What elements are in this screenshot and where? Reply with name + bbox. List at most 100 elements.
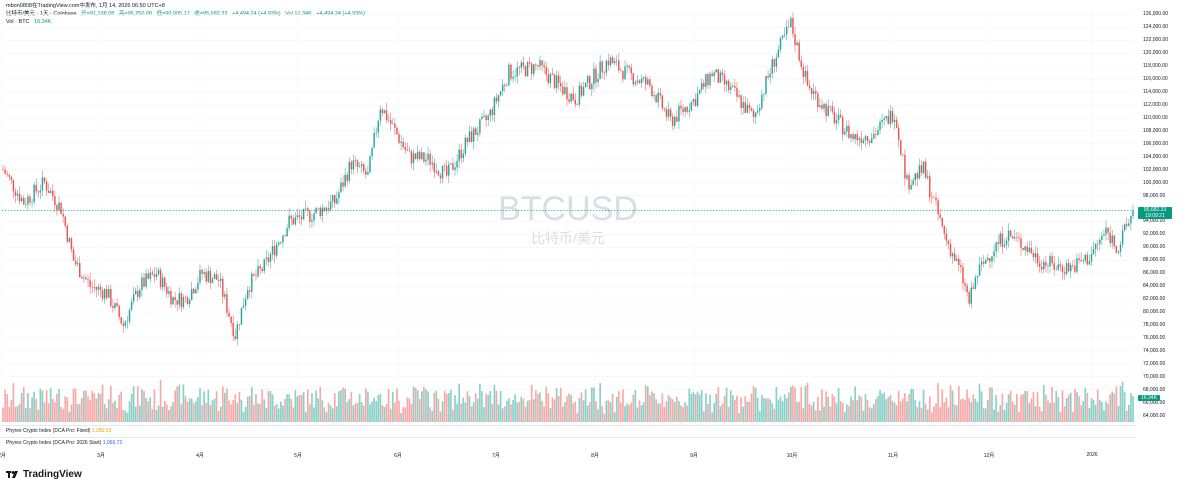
candle-body [392,123,394,125]
volume-bar [105,408,108,422]
candle-body [315,207,317,214]
volume-bar [887,396,890,422]
volume-bar [365,388,367,422]
volume-bar [810,405,813,422]
candle-body [195,289,197,294]
candle-body [804,70,807,77]
candle-body [1109,232,1111,244]
volume-bar [1094,404,1097,422]
indicator-2-label[interactable]: Phyrex Crypto Index (DCA Pro: 2026 Start… [6,440,102,446]
candle-body [1072,265,1074,266]
candle-body [678,105,680,122]
volume-bar [941,389,944,422]
volume-bar [626,403,628,422]
volume-bar [825,391,827,422]
volume-bar [804,385,807,422]
volume-bar [170,406,172,422]
volume-bar [690,393,693,422]
volume-bar [1072,412,1074,422]
candle-body [52,190,54,197]
candle-body [354,160,357,161]
candle-body [734,85,736,88]
candle-body [902,154,904,156]
candle-body [381,109,384,114]
candle-body [230,316,232,323]
y-tick-label: 76,000.00 [1143,334,1166,341]
candle-body [788,26,790,28]
candle-body [949,243,952,257]
volume-bar [953,404,956,422]
candle-body [520,62,523,68]
volume-bar [814,410,817,422]
candle-body [771,59,773,74]
y-tick-label: 68,000.00 [1143,386,1166,393]
volume-bar [1082,401,1085,422]
candle-body [336,198,338,204]
candle-body [1099,239,1101,244]
candle-body [674,116,676,126]
volume-bar [777,399,780,422]
volume-bar [205,402,208,422]
candle-body [269,254,272,262]
volume-bar [99,393,102,422]
candle-body [83,277,85,279]
volume-bar [319,386,322,422]
indicator-1-label[interactable]: Phyrex Crypto Index (DCA Pro: Fixed) [6,428,91,434]
volume-bar [333,393,336,422]
candle-body [680,105,682,109]
candle-body [170,291,172,305]
candle-body [128,309,131,322]
volume-bar [377,394,380,422]
volume-bar [771,403,774,422]
candle-body [483,115,485,117]
volume-bar [997,411,1000,422]
volume-bar [456,403,458,422]
volume-bar [292,407,295,422]
volume-bar [551,397,554,422]
candle-body [833,111,836,124]
candle-body [321,207,324,217]
candle-body [416,151,419,159]
candle-body [120,317,122,324]
y-tick-label: 116,000.00 [1143,76,1168,83]
volume-bar [410,404,413,422]
candle-body [501,84,504,92]
volume-bar [933,406,935,422]
candle-body [340,182,342,193]
volume-bar [868,407,871,422]
volume-bar [248,395,251,422]
volume-bar [1107,403,1109,422]
volume-bar [261,389,264,422]
volume-bar [655,399,657,422]
volume-bar [553,399,556,422]
candle-body [273,246,276,256]
candle-body [31,201,33,203]
symbol-label[interactable]: 比特币/美元 · 1天 · Coinbase [6,11,77,17]
tradingview-logo[interactable]: TradingView [6,469,82,480]
volume-bar [267,391,270,422]
volume-bar [431,410,434,422]
candle-body [419,151,421,160]
candle-body [535,64,537,66]
candle-body [87,279,89,281]
volume-bar [684,402,686,422]
volume-bar [508,398,510,422]
volume-bar [539,392,541,422]
candle-body [222,278,224,297]
candle-body [591,84,593,90]
volume-bar [499,390,502,422]
candle-body [1113,235,1116,247]
volume-bar [124,410,127,422]
volume-bar [605,400,608,422]
volume-label[interactable]: Vol · BTC [6,19,30,25]
candle-body [475,128,477,135]
volume-bar [819,410,821,422]
candle-body [344,174,346,187]
volume-bar [949,385,952,422]
volume-bar [966,389,968,422]
volume-bar [95,398,98,422]
volume-bar [775,386,778,422]
candle-body [14,191,17,196]
volume-bar [812,402,815,422]
